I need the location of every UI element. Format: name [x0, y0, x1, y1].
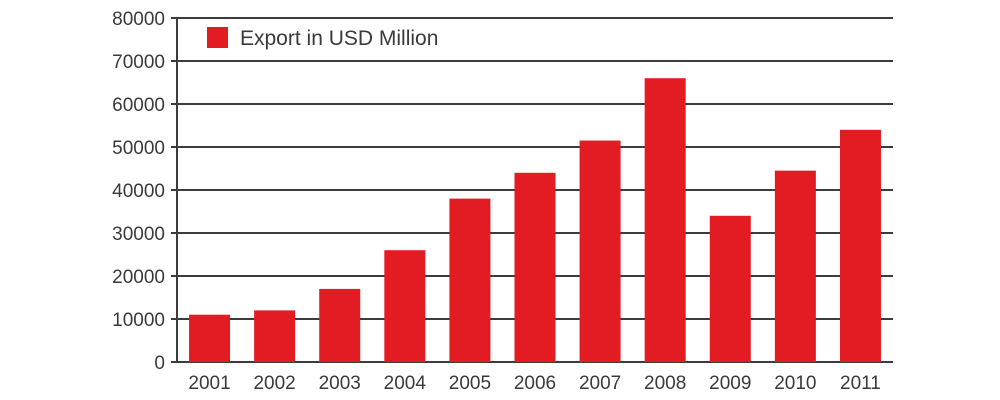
y-tick-label: 80000: [112, 9, 165, 30]
x-tick-label: 2003: [319, 373, 361, 394]
y-tick-label: 40000: [112, 181, 165, 202]
y-tick-label: 50000: [112, 138, 165, 159]
x-tick-label: 2005: [449, 373, 491, 394]
x-tick-label: 2004: [384, 373, 427, 394]
x-tick-labels: 2001 2002 2003 2004 2005 2006 2007 2008 2009 2010…: [188, 373, 880, 394]
x-tick-label: 2010: [774, 373, 816, 394]
bar-2009: [709, 215, 751, 362]
bar-2011: [839, 129, 881, 362]
bar-2005: [449, 198, 491, 362]
bar-2006: [514, 172, 556, 362]
x-tick-label: 2002: [253, 373, 295, 394]
legend-swatch: [207, 27, 228, 48]
bar-2008: [644, 78, 686, 362]
bar-2003: [319, 288, 361, 362]
y-tick-label: 70000: [112, 52, 165, 73]
y-tick-labels: 0 10000 20000 30000 40000 50000 60000 70000 8000…: [112, 9, 165, 374]
legend: Export in USD Million: [207, 27, 438, 50]
y-tick-label: 0: [154, 353, 165, 374]
y-tick-label: 20000: [112, 267, 165, 288]
x-tick-label: 2001: [188, 373, 230, 394]
x-tick-label: 2008: [644, 373, 686, 394]
bar-2010: [774, 170, 816, 362]
bar-2007: [579, 140, 621, 362]
bar-2004: [384, 250, 426, 362]
y-tick-label: 30000: [112, 224, 165, 245]
y-tick-label: 60000: [112, 95, 165, 116]
x-tick-label: 2011: [840, 373, 881, 394]
x-tick-label: 2006: [514, 373, 556, 394]
x-tick-label: 2007: [579, 373, 621, 394]
legend-label: Export in USD Million: [240, 27, 438, 50]
y-tick-label: 10000: [112, 310, 165, 331]
bar-2002: [254, 310, 296, 362]
bars: [189, 78, 881, 362]
x-tick-label: 2009: [709, 373, 751, 394]
bar-2001: [189, 314, 231, 362]
